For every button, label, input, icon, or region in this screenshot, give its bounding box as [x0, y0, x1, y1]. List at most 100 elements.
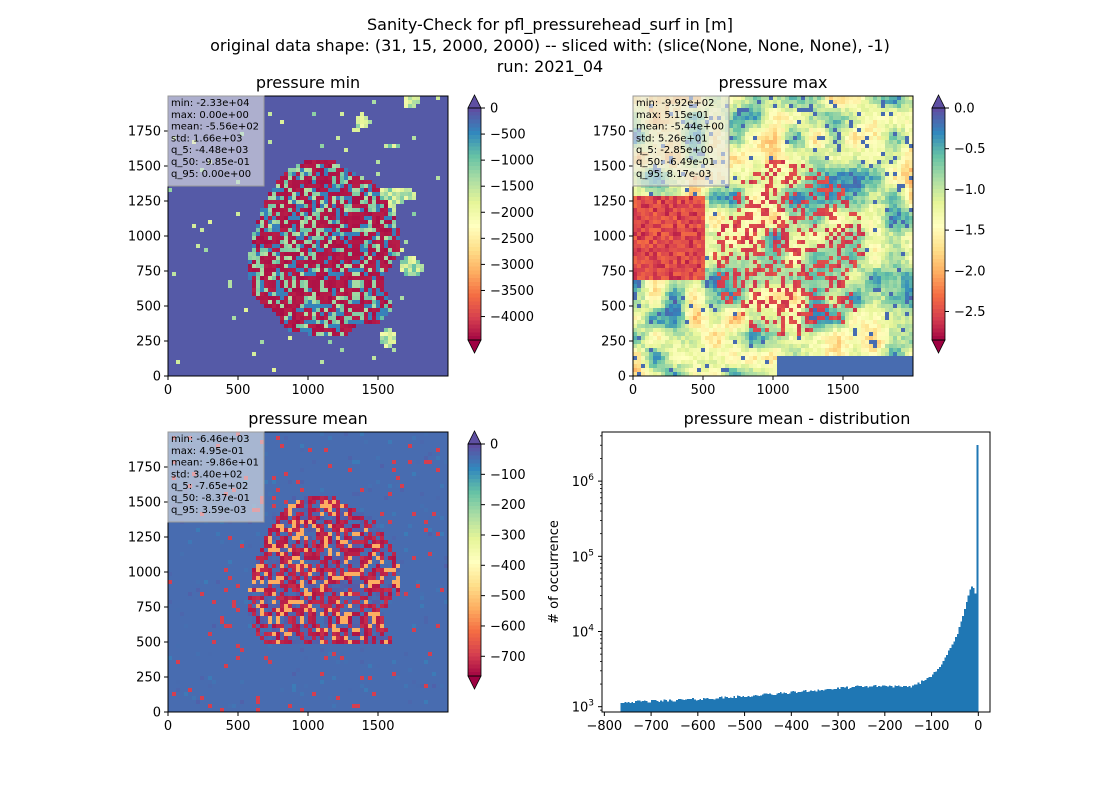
histogram-bar: [695, 700, 698, 712]
colorbar-tick-label: −2.0: [954, 264, 986, 279]
hist-x-tick-label: −700: [633, 719, 669, 734]
stats-line: q_50: -9.85e-01: [171, 157, 250, 168]
histogram-bar: [726, 697, 728, 712]
histogram-bar: [724, 696, 727, 712]
histogram-bar: [804, 690, 807, 712]
histogram-bar: [910, 687, 913, 712]
histogram-bar: [769, 693, 771, 712]
histogram-bar: [958, 626, 961, 712]
histogram-bar: [651, 700, 653, 712]
y-tick-label: 500: [136, 636, 161, 651]
y-tick-label: 1250: [128, 195, 161, 210]
histogram-bar: [638, 700, 641, 712]
histogram-bar: [865, 685, 868, 712]
histogram-bar: [956, 634, 959, 712]
histogram-bar: [781, 693, 784, 712]
histogram-bar: [795, 692, 798, 712]
histogram-bar: [706, 697, 709, 712]
y-tick-label: 250: [136, 335, 161, 350]
histogram-bar: [947, 650, 950, 712]
histogram-bar: [729, 697, 732, 712]
histogram-bar: [838, 688, 841, 712]
histogram-bar: [951, 644, 954, 712]
colorbar-tick-label: −1.0: [954, 183, 986, 198]
histogram-bar: [853, 687, 855, 712]
histogram-bar: [844, 687, 846, 712]
histogram-bar: [686, 699, 689, 712]
stats-line: q_95: 3.59e-03: [171, 505, 246, 516]
histogram-bar: [758, 695, 761, 712]
histogram-bar: [663, 699, 666, 712]
histogram-bar: [708, 698, 711, 712]
colorbar-extend-top: [467, 94, 482, 109]
colorbar-tick-label: 0: [490, 102, 498, 117]
histogram-bar: [971, 586, 973, 712]
histogram-bar: [833, 689, 836, 712]
histogram-bar: [629, 703, 632, 712]
histogram-bar: [722, 698, 725, 712]
histogram-bar: [851, 687, 854, 712]
histogram-bar: [937, 669, 939, 712]
histogram-bar: [817, 689, 820, 712]
histogram-bar: [820, 689, 823, 712]
colorbar-frame: [467, 107, 482, 341]
histogram-bar: [745, 697, 748, 712]
histogram-bar: [960, 621, 963, 712]
histogram-bar: [942, 661, 945, 712]
heatmap-raster: [168, 96, 449, 377]
histogram-bar: [681, 699, 684, 712]
heatmap-panel-2: 0 500 1000 1500 0 250 500 750 1000 1250 1500 1750 mi…: [593, 94, 986, 398]
histogram-bar: [964, 609, 966, 712]
colorbar-extend-bottom: [467, 675, 482, 690]
histogram-bar: [949, 648, 952, 712]
stats-line: q_5: -7.65e+02: [171, 481, 248, 492]
hist-x-tick-label: −600: [680, 719, 716, 734]
histogram-bar: [915, 684, 918, 712]
histogram-bar: [733, 695, 736, 712]
stats-line: mean: -9.86e+01: [171, 458, 259, 469]
histogram-bar: [955, 637, 957, 712]
x-tick-label: 1500: [361, 383, 394, 398]
stats-box-bg: [632, 95, 730, 187]
hist-x-tick-label: −500: [727, 719, 763, 734]
histogram-bar: [790, 691, 793, 712]
colorbar-tick-label: −400: [490, 559, 526, 574]
histogram-bar: [665, 699, 668, 712]
panel-title-distribution: pressure mean - distribution: [684, 409, 911, 428]
histogram-bar: [872, 685, 875, 712]
histogram-bar: [672, 701, 675, 712]
colorbar-tick-label: −500: [490, 128, 526, 143]
colorbar-tick-label: −2000: [490, 206, 534, 221]
histogram-bar: [685, 699, 687, 712]
histogram-bar: [863, 686, 866, 712]
histogram-bar: [772, 694, 775, 712]
stats-box-bg: [167, 95, 265, 187]
colorbar-tick-label: −100: [490, 468, 526, 483]
histogram-bar: [633, 702, 636, 712]
histogram-bar: [810, 690, 813, 712]
histogram-bar: [849, 688, 852, 712]
colorbar-tick-label: −500: [490, 589, 526, 604]
histogram-bar: [636, 700, 639, 712]
histogram-bar: [656, 700, 659, 712]
histogram-bar: [926, 678, 929, 712]
stats-line: q_50: -8.37e-01: [171, 493, 250, 504]
histogram-bar: [858, 686, 861, 712]
colorbar-extend-bottom: [467, 339, 482, 354]
histogram-bar: [819, 690, 821, 712]
stats-line: mean: -5.44e+00: [636, 122, 724, 133]
histogram-bar: [738, 695, 741, 712]
stats-line: std: 1.66e+03: [171, 133, 243, 144]
histogram-bar: [871, 686, 873, 712]
stats-line: std: 5.26e+01: [636, 133, 708, 144]
histogram-bar: [881, 685, 884, 712]
histogram-bar: [919, 683, 922, 712]
x-tick-label: 1500: [361, 719, 394, 734]
figure-title-line-2: original data shape: (31, 15, 2000, 2000…: [210, 36, 890, 55]
histogram-bar: [761, 694, 764, 712]
histogram-bar: [869, 686, 872, 712]
histogram-bar: [890, 686, 893, 712]
histogram-bar: [683, 700, 686, 712]
